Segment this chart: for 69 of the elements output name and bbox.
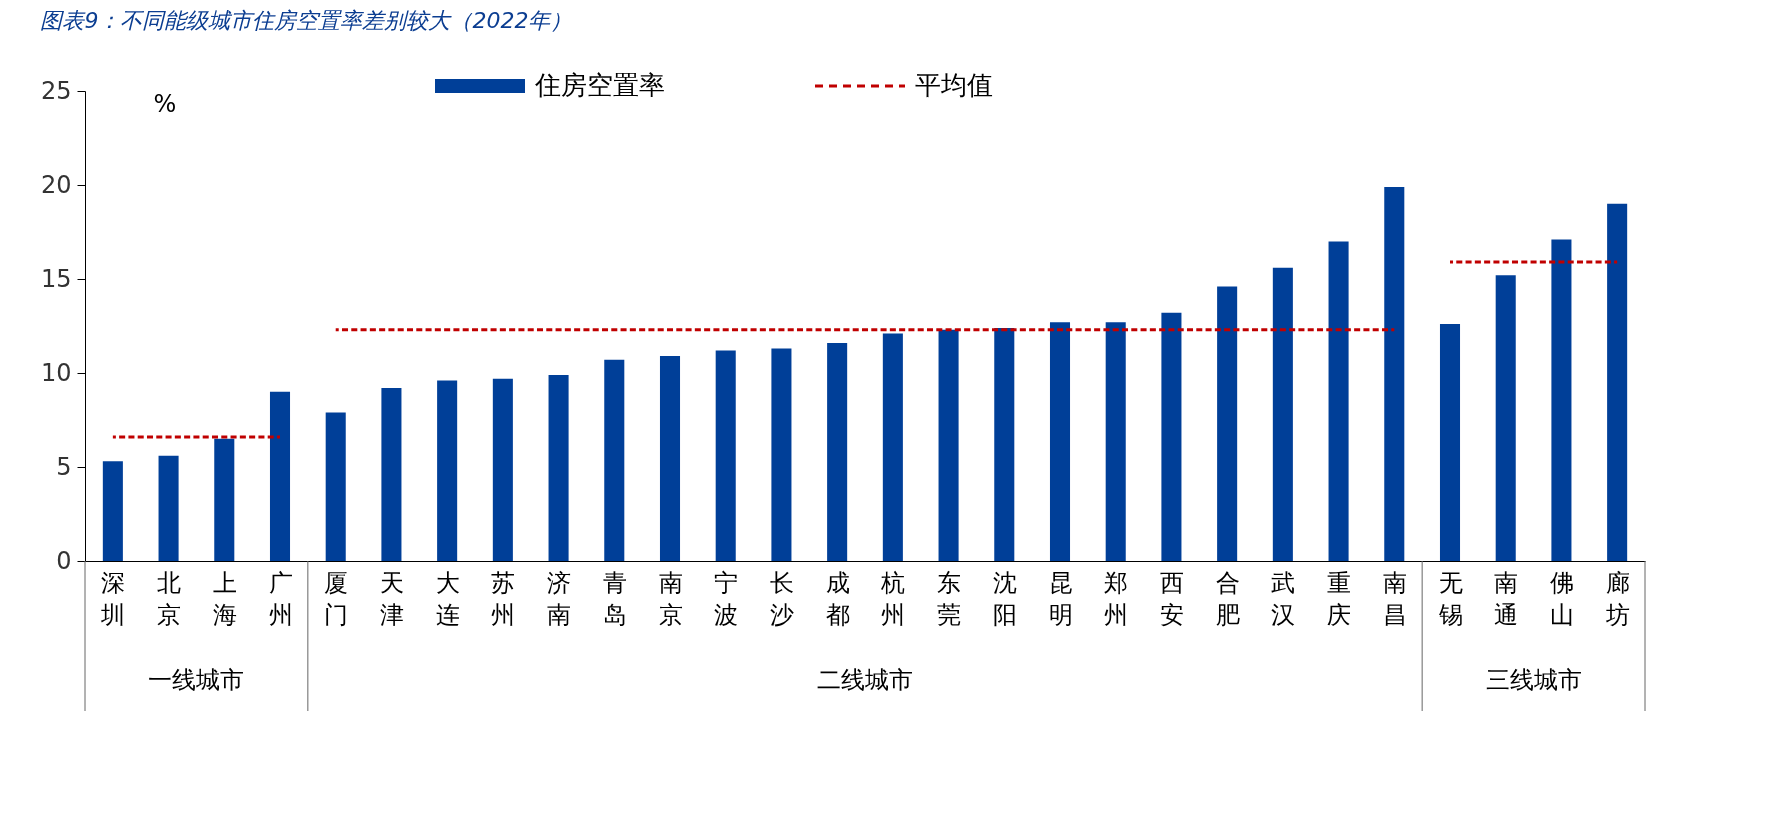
bar — [938, 329, 959, 561]
bar — [548, 374, 569, 561]
bar — [102, 461, 123, 561]
chart-title: 图表9：不同能级城市住房空置率差别较大（2022年） — [40, 8, 573, 33]
x-tick-label: 南昌 — [1382, 568, 1407, 629]
bar — [437, 380, 458, 561]
x-tick-label: 青岛 — [602, 568, 627, 629]
y-tick-label: 10 — [40, 358, 72, 387]
legend-label: 住房空置率 — [534, 70, 665, 100]
x-tick-label: 长沙 — [769, 568, 794, 629]
text: 三线城市 — [1485, 666, 1582, 694]
bar — [771, 348, 792, 561]
x-tick-label: 苏州 — [491, 568, 516, 629]
x-tick-label: 南通 — [1494, 568, 1519, 629]
x-tick-label: 大连 — [435, 568, 460, 629]
x-tick-label: 无锡 — [1437, 568, 1463, 629]
bar — [269, 391, 291, 561]
bar — [1384, 186, 1405, 561]
legend-label: 平均值 — [915, 70, 993, 100]
bar — [1551, 239, 1572, 561]
x-tick-label: 天津 — [379, 568, 404, 629]
x-tick-label: 沈阳 — [992, 568, 1017, 629]
text: 一线城市 — [148, 666, 245, 694]
bar — [882, 333, 903, 561]
y-tick-label: 25 — [40, 76, 72, 105]
x-tick-label: 广州 — [268, 568, 293, 629]
bar — [1105, 322, 1126, 561]
bar — [325, 412, 346, 561]
bar — [604, 359, 625, 561]
x-tick-label: 郑州 — [1104, 568, 1129, 629]
x-tick-label: 昆明 — [1048, 568, 1073, 629]
x-tick-label: 重庆 — [1327, 568, 1352, 629]
bar — [1272, 267, 1293, 561]
bar — [1495, 275, 1516, 561]
y-tick-label: 20 — [40, 170, 72, 199]
bar — [1217, 286, 1238, 561]
x-tick-label: 武汉 — [1271, 568, 1296, 629]
text: 二线城市 — [817, 666, 913, 694]
bar — [492, 378, 513, 561]
x-tick-label: 西安 — [1159, 568, 1184, 629]
y-tick-label: 0 — [56, 546, 72, 575]
x-tick-label: 厦门 — [324, 568, 349, 629]
bar — [381, 388, 402, 561]
bar — [1439, 324, 1461, 561]
x-tick-label: 成都 — [825, 568, 850, 629]
x-tick-label: 东莞 — [937, 568, 962, 629]
bar — [659, 356, 681, 561]
bar — [214, 438, 235, 561]
bar — [994, 327, 1015, 561]
x-tick-label: 宁波 — [714, 568, 739, 629]
bar — [1161, 312, 1182, 561]
bar — [1607, 203, 1628, 561]
bar — [1049, 322, 1071, 561]
y-tick-label: 5 — [56, 452, 72, 481]
x-tick-label: 廊坊 — [1604, 568, 1630, 629]
bar — [1328, 241, 1349, 561]
bar — [715, 350, 736, 561]
x-tick-label: 佛山 — [1549, 568, 1574, 629]
x-tick-label: 深圳 — [100, 568, 126, 629]
x-tick-label: 济南 — [547, 568, 572, 629]
x-tick-label: 北京 — [157, 568, 182, 629]
x-tick-label: 南京 — [658, 568, 683, 629]
x-tick-label: 杭州 — [880, 568, 906, 629]
bar — [827, 342, 848, 561]
x-tick-label: 合肥 — [1215, 568, 1240, 629]
y-tick-label: 15 — [40, 264, 72, 293]
x-tick-label: 上海 — [212, 568, 237, 629]
y-axis-title: % — [153, 90, 177, 118]
bar — [158, 455, 179, 561]
